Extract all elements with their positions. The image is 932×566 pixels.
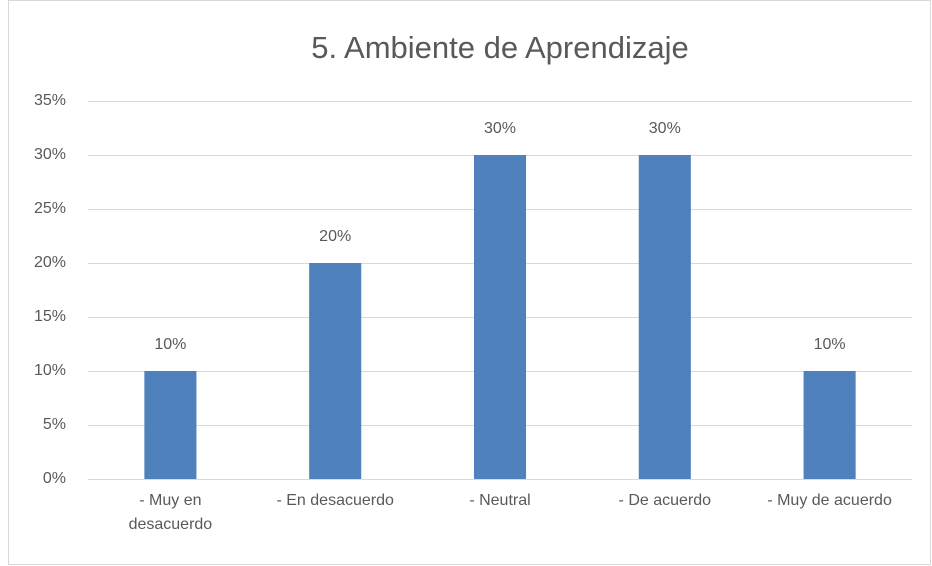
x-tick-label-box: - De acuerdo — [618, 492, 712, 509]
y-tick-label: 25% — [34, 200, 66, 217]
chart-title: 5. Ambiente de Aprendizaje — [311, 30, 688, 65]
x-tick-label: - En desacuerdo — [276, 492, 394, 509]
bar — [309, 263, 362, 479]
x-tick-label-box: - Neutral — [469, 492, 531, 509]
y-tick-label: 30% — [34, 146, 66, 163]
value-label: 10% — [154, 336, 186, 353]
bar — [144, 371, 197, 479]
x-tick-label: - Muy de acuerdo — [767, 492, 892, 509]
value-label: 30% — [484, 120, 516, 137]
x-tick-label-box: - En desacuerdo — [276, 492, 394, 509]
x-tick-label: - Muy en desacuerdo — [128, 492, 213, 533]
value-label: 20% — [319, 228, 351, 245]
bar — [473, 155, 527, 479]
y-tick-label: 10% — [34, 362, 66, 379]
x-tick-label-box: - Muy en desacuerdo — [128, 492, 213, 533]
bar — [638, 155, 691, 479]
y-tick-label: 20% — [34, 254, 66, 271]
value-label: 10% — [814, 336, 846, 353]
y-tick-label: 0% — [43, 470, 66, 487]
bar — [803, 371, 856, 479]
y-tick-label: 5% — [43, 416, 66, 433]
value-label: 30% — [649, 120, 681, 137]
y-tick-label: 35% — [34, 92, 66, 109]
x-tick-label: - De acuerdo — [618, 492, 712, 509]
y-tick-label: 15% — [34, 308, 66, 325]
x-tick-label: - Neutral — [469, 492, 531, 509]
x-tick-label-box: - Muy de acuerdo — [767, 492, 892, 509]
